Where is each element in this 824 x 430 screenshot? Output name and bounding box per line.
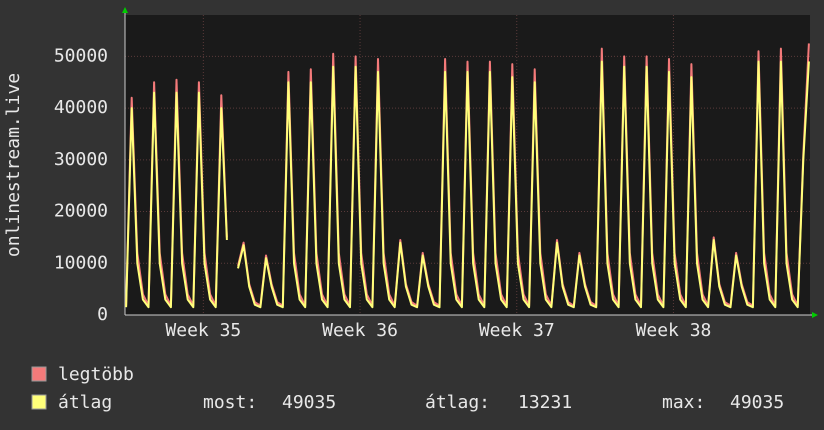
stat-value: 49035	[282, 392, 336, 413]
stat-label: átlag:	[425, 392, 490, 413]
stat-label: most:	[203, 392, 257, 413]
legend-swatch	[31, 394, 47, 410]
axis-arrow	[122, 7, 128, 13]
y-tick-label: 40000	[54, 97, 108, 118]
series-line	[125, 60, 810, 309]
y-tick-label: 0	[97, 304, 108, 325]
x-tick-label: Week 38	[636, 320, 712, 341]
axis-arrow	[812, 312, 818, 318]
stat-value: 13231	[518, 392, 572, 413]
legend-swatch	[31, 366, 47, 382]
x-tick-label: Week 37	[479, 320, 555, 341]
legend-label: legtöbb	[58, 364, 134, 385]
stat-value: 49035	[730, 392, 784, 413]
plot-area	[125, 15, 810, 315]
legend-label: átlag	[58, 392, 112, 413]
x-tick-label: Week 35	[165, 320, 241, 341]
y-tick-label: 30000	[54, 149, 108, 170]
y-tick-label: 50000	[54, 45, 108, 66]
stat-label: max:	[662, 392, 705, 413]
y-tick-label: 10000	[54, 252, 108, 273]
y-axis-label: onlinestream.live	[3, 73, 24, 257]
x-tick-label: Week 36	[322, 320, 398, 341]
y-tick-label: 20000	[54, 201, 108, 222]
